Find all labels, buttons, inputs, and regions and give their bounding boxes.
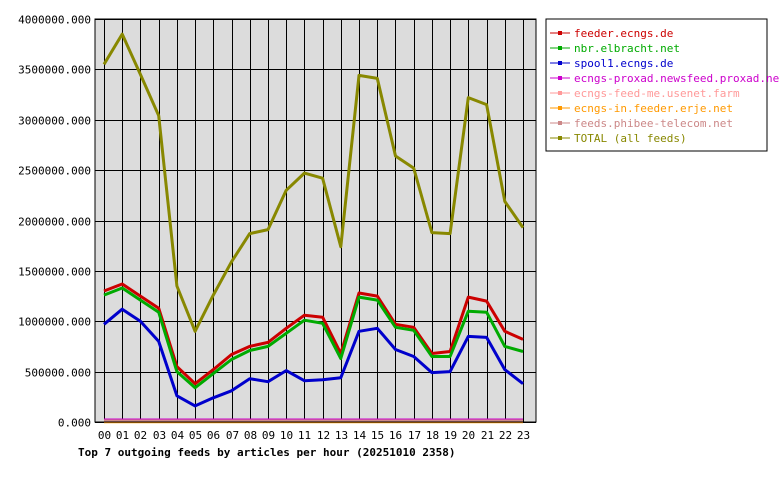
legend-label: nbr.elbracht.net	[574, 42, 680, 55]
x-tick-label: 11	[298, 429, 311, 442]
y-tick-label: 2000000.000	[18, 216, 91, 229]
y-tick-label: 3000000.000	[18, 115, 91, 128]
legend-marker	[558, 91, 562, 95]
x-tick-label: 16	[389, 429, 402, 442]
legend-label: feeds.phibee-telecom.net	[574, 117, 733, 130]
x-tick-labels: 00 01 02 03 04 05 06 07 08 09 10 11 12 13 14 15 16 17 18 19…	[98, 429, 530, 442]
legend-marker	[558, 106, 562, 110]
legend-label: ecngs-in.feeder.erje.net	[574, 102, 733, 115]
legend-label: ecngs-proxad.newsfeed.proxad.net	[574, 72, 780, 85]
series-line	[102, 32, 525, 333]
y-tick-label: 4000000.000	[18, 14, 91, 27]
series-line	[103, 307, 524, 408]
x-tick-label: 13	[335, 429, 348, 442]
legend: feeder.ecngs.de nbr.elbracht.net spool1.ec…	[545, 18, 780, 152]
legend-box	[545, 18, 768, 152]
chart-title: Top 7 outgoing feeds by articles per hou…	[78, 446, 456, 459]
x-tick-label: 01	[116, 429, 129, 442]
series-line	[103, 286, 524, 390]
x-tick-label: 18	[426, 429, 439, 442]
x-tick-label: 05	[189, 429, 202, 442]
x-tick-label: 09	[262, 429, 275, 442]
x-tick-label: 21	[481, 429, 494, 442]
y-tick-label: 2500000.000	[18, 165, 91, 178]
y-tick-label: 3500000.000	[18, 64, 91, 77]
x-tick-label: 23	[517, 429, 530, 442]
plot-background	[95, 19, 536, 422]
y-tick-label: 1500000.000	[18, 266, 91, 279]
legend-label: TOTAL (all feeds)	[574, 132, 687, 145]
x-tick-label: 03	[153, 429, 166, 442]
x-tick-label: 00	[98, 429, 111, 442]
legend-marker	[558, 121, 562, 125]
x-tick-label: 02	[134, 429, 147, 442]
y-tick-label: 0.000	[58, 417, 91, 430]
legend-marker	[558, 76, 562, 80]
x-tick-label: 20	[462, 429, 475, 442]
y-tick-label: 500000.000	[25, 367, 91, 380]
plot-frame	[94, 18, 537, 423]
legend-label: spool1.ecngs.de	[574, 57, 673, 70]
x-tick-label: 06	[207, 429, 220, 442]
x-tick-label: 08	[244, 429, 257, 442]
legend-label: feeder.ecngs.de	[574, 27, 673, 40]
legend-label: ecngs-feed-me.usenet.farm	[574, 87, 740, 100]
x-tick-label: 19	[444, 429, 457, 442]
x-tick-label: 14	[353, 429, 367, 442]
x-tick-label: 22	[499, 429, 512, 442]
x-tick-label: 07	[226, 429, 239, 442]
legend-marker	[558, 61, 562, 65]
y-tick-label: 1000000.000	[18, 316, 91, 329]
x-tick-label: 04	[171, 429, 185, 442]
y-tick-labels: 0.000 500000.000 1000000.000 1500000.000 200…	[18, 14, 91, 430]
x-tick-label: 10	[280, 429, 293, 442]
x-tick-label: 15	[371, 429, 384, 442]
legend-marker	[558, 46, 562, 50]
legend-marker	[558, 136, 562, 140]
x-tick-label: 12	[317, 429, 330, 442]
x-tick-label: 17	[408, 429, 421, 442]
legend-marker	[558, 31, 562, 35]
